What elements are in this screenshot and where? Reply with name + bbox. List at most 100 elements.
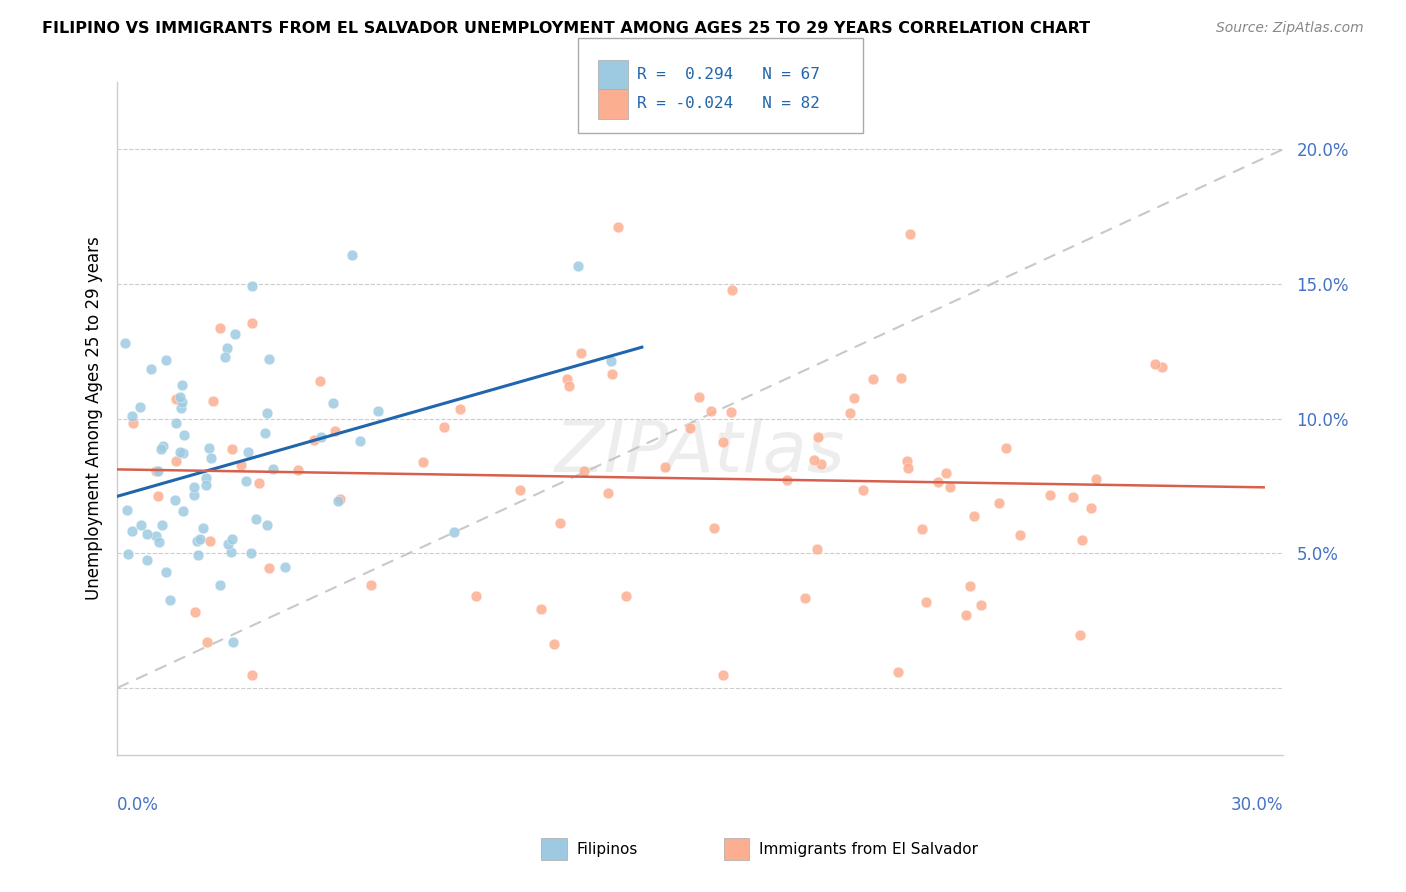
Point xyxy=(311,430,333,444)
Point xyxy=(121,416,143,430)
Point xyxy=(852,483,875,498)
Point xyxy=(170,401,193,415)
Point xyxy=(308,374,330,388)
Point xyxy=(602,367,624,381)
Point xyxy=(465,589,488,603)
Point xyxy=(183,605,205,619)
Point xyxy=(191,521,214,535)
Point xyxy=(221,442,243,457)
Point xyxy=(121,524,143,538)
Point xyxy=(202,394,225,409)
Point xyxy=(1070,533,1092,548)
Point xyxy=(530,601,553,615)
Point xyxy=(170,378,193,392)
Point xyxy=(897,460,920,475)
Point xyxy=(1039,488,1062,502)
Point xyxy=(183,480,205,494)
Y-axis label: Unemployment Among Ages 25 to 29 years: Unemployment Among Ages 25 to 29 years xyxy=(86,236,103,600)
Point xyxy=(217,537,239,551)
Point xyxy=(322,396,344,410)
Point xyxy=(247,476,270,491)
Point xyxy=(245,511,267,525)
Point xyxy=(198,442,221,456)
Point xyxy=(939,480,962,494)
Point xyxy=(173,446,195,460)
Point xyxy=(136,553,159,567)
Point xyxy=(136,527,159,541)
Point xyxy=(121,409,143,423)
Point xyxy=(236,445,259,459)
Point xyxy=(198,534,221,549)
Point xyxy=(1010,527,1032,541)
Text: 0.0%: 0.0% xyxy=(117,796,159,814)
Point xyxy=(720,405,742,419)
Text: 30.0%: 30.0% xyxy=(1230,796,1284,814)
Point xyxy=(600,354,623,368)
Point xyxy=(139,362,162,376)
Point xyxy=(326,494,349,508)
Point xyxy=(935,466,957,480)
Point xyxy=(688,390,710,404)
Point xyxy=(776,473,799,487)
Point xyxy=(915,594,938,608)
Point xyxy=(654,460,676,475)
Point xyxy=(349,434,371,449)
Point xyxy=(262,462,284,476)
Point xyxy=(200,451,222,466)
Point xyxy=(927,475,949,489)
Point xyxy=(194,471,217,485)
Point xyxy=(367,404,389,418)
Point xyxy=(988,496,1011,510)
Point xyxy=(302,434,325,448)
Point xyxy=(1084,472,1107,486)
Text: Filipinos: Filipinos xyxy=(576,842,638,856)
Point xyxy=(209,320,232,334)
Point xyxy=(256,517,278,532)
Point xyxy=(509,483,531,497)
Point xyxy=(221,532,243,546)
Point xyxy=(711,667,734,681)
Point xyxy=(557,378,579,392)
Text: Immigrants from El Salvador: Immigrants from El Salvador xyxy=(759,842,979,856)
Point xyxy=(433,419,456,434)
Point xyxy=(169,445,191,459)
Point xyxy=(165,454,187,468)
Point xyxy=(145,529,167,543)
Point xyxy=(803,453,825,467)
Point xyxy=(222,634,245,648)
Point xyxy=(1069,627,1091,641)
Point xyxy=(959,579,981,593)
Point xyxy=(145,464,167,478)
Text: FILIPINO VS IMMIGRANTS FROM EL SALVADOR UNEMPLOYMENT AMONG AGES 25 TO 29 YEARS C: FILIPINO VS IMMIGRANTS FROM EL SALVADOR … xyxy=(42,21,1090,36)
Point xyxy=(240,667,263,681)
Point xyxy=(794,591,817,606)
Point xyxy=(699,404,721,418)
Point xyxy=(567,259,589,273)
Point xyxy=(148,489,170,503)
Point xyxy=(721,283,744,297)
Point xyxy=(963,509,986,524)
Point xyxy=(571,346,593,360)
Point xyxy=(148,534,170,549)
Point xyxy=(1152,360,1174,375)
Point xyxy=(323,424,346,438)
Point xyxy=(443,525,465,540)
Point xyxy=(839,406,862,420)
Point xyxy=(219,545,242,559)
Point xyxy=(596,486,619,500)
Point xyxy=(274,560,297,574)
Point xyxy=(360,578,382,592)
Point xyxy=(169,390,191,404)
Point xyxy=(807,430,830,444)
Point xyxy=(165,416,187,430)
Point xyxy=(449,402,471,417)
Point xyxy=(955,608,977,623)
Point xyxy=(190,532,212,546)
Point xyxy=(165,392,187,406)
Point xyxy=(543,637,565,651)
Point xyxy=(170,394,193,409)
Point xyxy=(703,521,725,535)
Point xyxy=(259,352,281,367)
Text: R = -0.024   N = 82: R = -0.024 N = 82 xyxy=(637,96,820,112)
Text: ZIPAtlas: ZIPAtlas xyxy=(555,417,845,487)
